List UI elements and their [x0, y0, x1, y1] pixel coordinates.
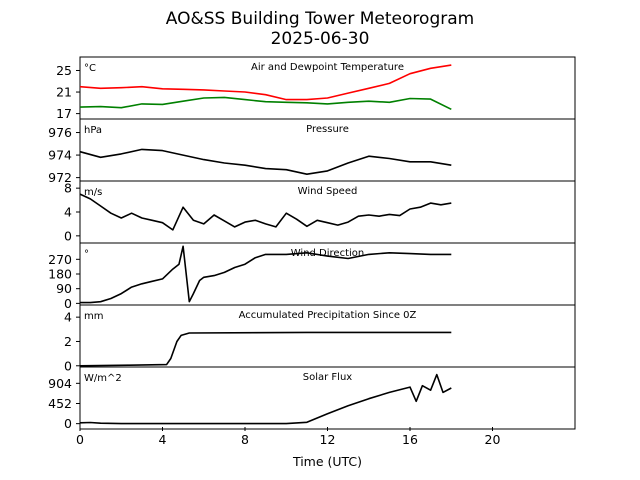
y-tick-label: 180 [48, 267, 72, 282]
panel-4: Accumulated Precipitation Since 0Z mm 0 2 4 [64, 304, 576, 373]
y-tick-label: 0 [64, 358, 72, 373]
y-tick-label: 976 [48, 125, 72, 140]
panel-title: Wind Speed [298, 186, 358, 197]
y-tick-label: 17 [56, 106, 72, 121]
y-tick-label: 270 [48, 252, 72, 267]
panel-unit: W/m^2 [84, 373, 122, 384]
series-line-1 [79, 96, 452, 111]
y-tick-label: 904 [48, 376, 72, 391]
series-line-0 [79, 331, 452, 367]
y-tick-label: 0 [64, 416, 72, 431]
y-tick-label: 90 [56, 281, 72, 296]
figure-title: AO&SS Building Tower Meteorogram [166, 9, 474, 29]
panel-unit: mm [84, 311, 103, 322]
y-tick-label: 2 [64, 334, 72, 349]
x-axis-label: Time (UTC) [292, 454, 362, 469]
series-line-0 [79, 148, 452, 175]
panel-title: Solar Flux [303, 372, 353, 383]
panel-unit: °C [84, 63, 96, 74]
y-tick-label: 21 [56, 85, 72, 100]
panel-title: Air and Dewpoint Temperature [251, 62, 404, 73]
series-line-0 [79, 64, 452, 101]
y-tick-label: 974 [48, 148, 72, 163]
x-tick-label: 12 [320, 432, 336, 447]
series-line-0 [79, 193, 452, 231]
x-tick-label: 0 [76, 432, 84, 447]
panel-0: Air and Dewpoint Temperature °C 17 21 25 [56, 56, 576, 121]
panel-title: Pressure [306, 124, 349, 135]
x-tick-label: 20 [485, 432, 501, 447]
y-tick-label: 8 [64, 181, 72, 196]
figure-subtitle: 2025-06-30 [271, 29, 370, 49]
x-tick-label: 16 [402, 432, 418, 447]
y-tick-label: 0 [64, 228, 72, 243]
panel-1: Pressure hPa 972 974 976 [48, 118, 576, 185]
y-tick-label: 0 [64, 296, 72, 311]
panel-title: Accumulated Precipitation Since 0Z [239, 310, 417, 321]
y-tick-label: 4 [64, 310, 72, 325]
panel-5: Solar Flux W/m^2 0 452 904 [48, 366, 576, 431]
panel-unit: ° [84, 249, 89, 260]
panel-unit: m/s [84, 187, 102, 198]
x-tick-label: 8 [241, 432, 249, 447]
y-tick-label: 452 [48, 396, 72, 411]
y-tick-label: 4 [64, 205, 72, 220]
series-line-0 [79, 373, 452, 425]
x-tick-label: 4 [159, 432, 167, 447]
y-tick-label: 25 [56, 63, 72, 78]
panel-2: Wind Speed m/s 0 4 8 [64, 180, 576, 244]
panel-title: Wind Direction [291, 248, 365, 259]
panel-unit: hPa [84, 125, 102, 136]
y-tick-label: 972 [48, 170, 72, 185]
series-line-0 [80, 245, 452, 304]
